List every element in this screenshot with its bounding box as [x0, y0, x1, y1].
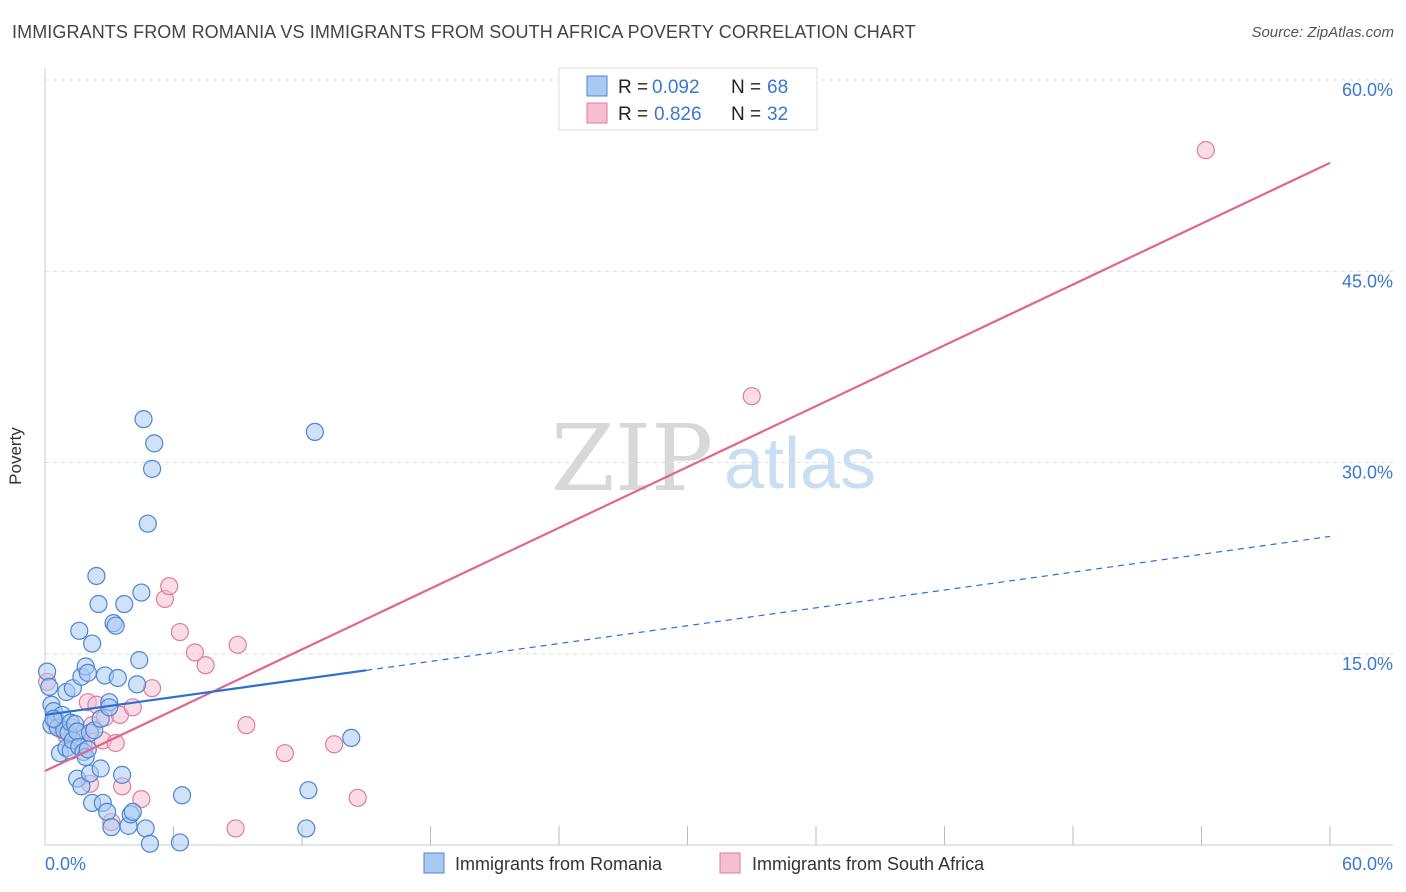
watermark-atlas: atlas — [724, 424, 876, 504]
point-south-africa — [348, 788, 367, 807]
point-south-africa — [226, 819, 245, 838]
point-romania — [72, 777, 91, 796]
point-romania — [78, 740, 97, 759]
point-romania — [172, 786, 192, 805]
point-romania — [102, 818, 121, 837]
point-south-africa — [142, 679, 162, 698]
point-south-africa — [132, 789, 151, 809]
watermark-zip: ZIP — [551, 405, 713, 512]
point-romania — [127, 675, 147, 694]
x-tick-label-min: 0.0% — [45, 854, 86, 874]
point-romania — [142, 459, 162, 478]
point-romania — [91, 759, 110, 778]
point-romania — [170, 833, 190, 852]
point-romania — [297, 819, 316, 838]
y-tick-labels: 15.0% 30.0% 45.0% 60.0% — [1342, 80, 1393, 674]
point-south-africa — [742, 387, 761, 406]
point-south-africa — [185, 643, 205, 662]
point-romania — [140, 834, 160, 853]
point-south-africa — [237, 716, 256, 735]
trend-line-south-africa — [44, 161, 1331, 773]
point-south-africa — [275, 744, 294, 763]
legend-n-value-romania: 68 — [767, 77, 788, 98]
trend-lines — [44, 161, 1331, 773]
legend-swatch-romania — [586, 75, 608, 97]
y-tick-label: 15.0% — [1342, 654, 1393, 674]
legend-top: R = 0.092 N = 68 R = 0.826 N = 32 — [558, 67, 818, 131]
bottom-legend-label-south-africa: Immigrants from South Africa — [752, 854, 985, 874]
point-romania — [70, 621, 89, 640]
point-south-africa — [228, 635, 247, 654]
point-romania — [106, 616, 125, 635]
bottom-legend-label-romania: Immigrants from Romania — [455, 854, 663, 874]
point-romania — [112, 765, 132, 784]
axes — [44, 68, 1393, 846]
svg-text:R = 0.826 N =: R = 0.826 N = 32 — [618, 104, 788, 125]
point-romania — [305, 422, 324, 441]
point-romania — [78, 663, 97, 682]
legend-n-value-south-africa: 32 — [767, 104, 788, 125]
series-romania-points — [38, 410, 361, 853]
point-romania — [136, 819, 155, 838]
x-tick-label-max: 60.0% — [1342, 854, 1393, 874]
legend-bottom: Immigrants from Romania Immigrants from … — [423, 852, 985, 874]
point-romania — [83, 634, 102, 653]
y-tick-label: 30.0% — [1342, 463, 1393, 483]
point-romania — [138, 514, 157, 533]
point-romania — [299, 781, 318, 800]
point-romania — [123, 802, 142, 821]
point-south-africa — [1196, 141, 1215, 160]
legend-swatch-south-africa — [586, 102, 608, 124]
legend-r-value-south-africa: 0.826 — [654, 104, 702, 125]
point-south-africa — [170, 622, 190, 642]
legend-r-label-romania: R = — [618, 77, 653, 98]
point-south-africa — [160, 577, 179, 596]
point-romania — [134, 410, 153, 429]
trend-line-romania — [44, 669, 367, 717]
point-romania — [130, 651, 149, 670]
bottom-legend-swatch-romania — [423, 852, 445, 874]
gridlines — [45, 79, 1393, 655]
point-south-africa — [196, 656, 215, 675]
y-tick-label: 60.0% — [1342, 80, 1393, 100]
point-romania — [145, 434, 164, 453]
point-romania — [342, 728, 361, 748]
point-romania — [108, 668, 127, 688]
point-south-africa — [325, 735, 344, 754]
bottom-legend-swatch-south-africa — [719, 852, 741, 874]
legend-r-label-south-africa: R = — [618, 104, 653, 125]
point-romania — [132, 583, 151, 602]
point-romania — [38, 662, 57, 681]
x-ticks — [173, 826, 1331, 845]
legend-n-label-romania: N = — [731, 77, 766, 98]
point-romania — [87, 566, 106, 586]
y-tick-label: 45.0% — [1342, 271, 1393, 291]
point-romania — [98, 802, 117, 821]
trend-line-romania-projection — [366, 535, 1331, 671]
point-romania — [89, 594, 108, 614]
point-romania — [115, 594, 134, 614]
source-label: Source: ZipAtlas.com — [1251, 24, 1394, 41]
svg-text:R = 0.092 N =: R = 0.092 N = 68 — [618, 77, 788, 98]
chart-title: IMMIGRANTS FROM ROMANIA VS IMMIGRANTS FR… — [12, 22, 916, 42]
legend-r-value-romania: 0.092 — [652, 77, 700, 98]
point-romania — [40, 677, 59, 697]
legend-n-label-south-africa: N = — [731, 104, 766, 125]
